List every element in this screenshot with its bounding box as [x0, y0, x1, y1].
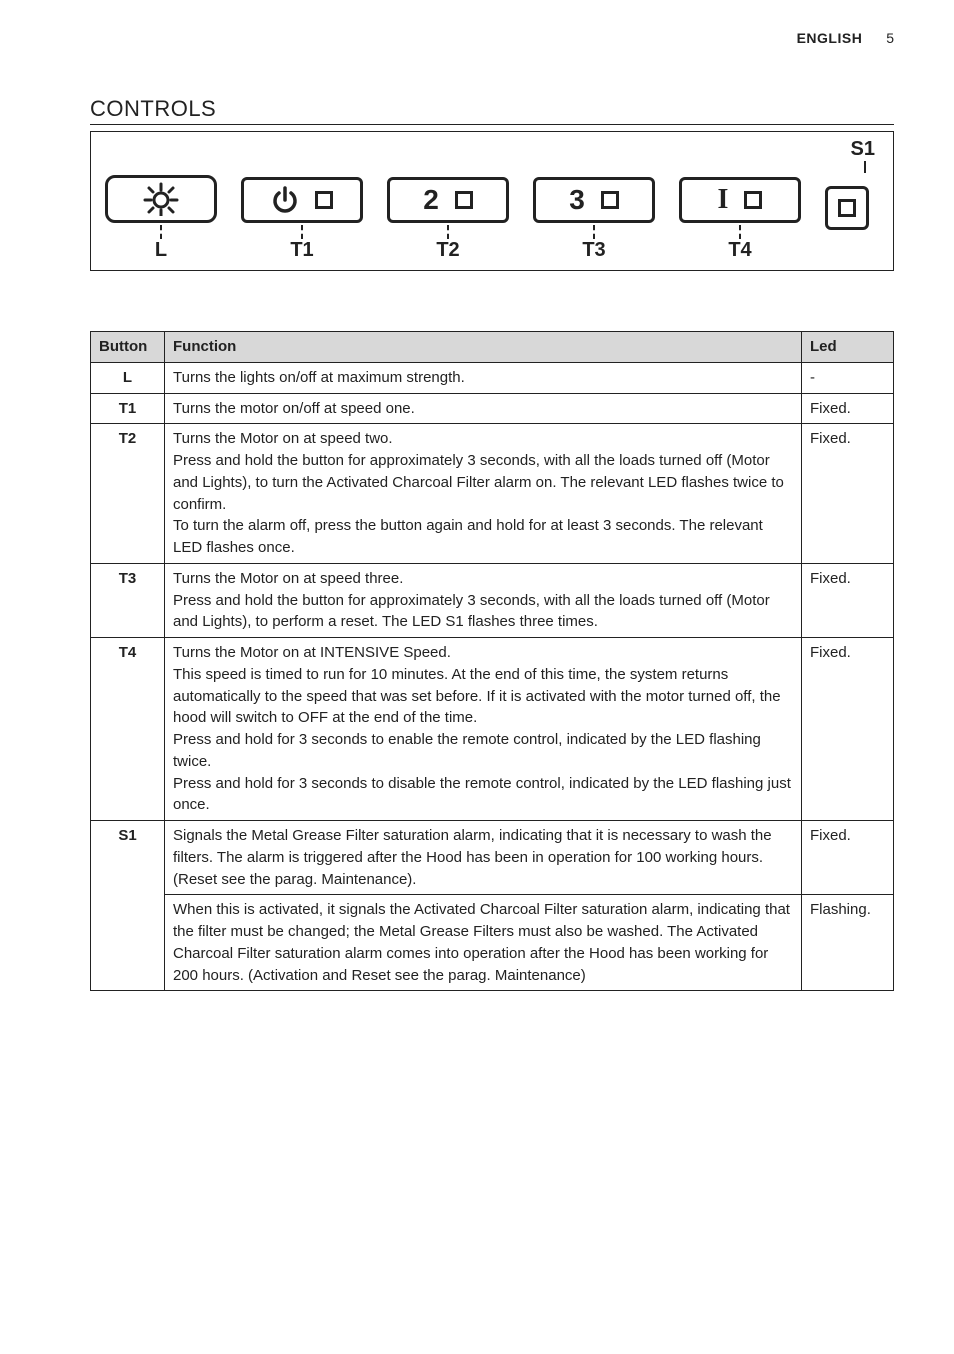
led-icon	[315, 191, 333, 209]
table-row: T2Turns the Motor on at speed two. Press…	[91, 424, 894, 564]
led-S1	[825, 186, 869, 230]
digit-2: 2	[423, 186, 439, 214]
cell-button: S1	[91, 821, 165, 991]
cell-function: Signals the Metal Grease Filter saturati…	[165, 821, 802, 895]
language-label: ENGLISH	[797, 30, 863, 46]
cell-led: -	[802, 362, 894, 393]
button-T2[interactable]: 2	[387, 177, 509, 223]
button-group-T4: I T4	[679, 177, 801, 262]
cell-function: Turns the Motor on at speed three. Press…	[165, 563, 802, 637]
cell-function: Turns the Motor on at INTENSIVE Speed. T…	[165, 638, 802, 821]
led-icon	[838, 199, 856, 217]
digit-3: 3	[569, 186, 585, 214]
led-icon	[455, 191, 473, 209]
button-label-T3: T3	[582, 239, 605, 262]
led-group-S1	[825, 186, 869, 230]
power-icon	[271, 186, 299, 214]
cell-led: Flashing.	[802, 895, 894, 991]
cell-function: Turns the lights on/off at maximum stren…	[165, 362, 802, 393]
section-title: CONTROLS	[90, 96, 894, 125]
led-icon	[601, 191, 619, 209]
cell-button: T2	[91, 424, 165, 564]
controls-diagram: S1	[90, 131, 894, 271]
cell-button: T1	[91, 393, 165, 424]
header-button: Button	[91, 332, 165, 363]
button-group-T3: 3 T3	[533, 177, 655, 262]
cell-button: T4	[91, 638, 165, 821]
button-group-L: L	[105, 175, 217, 262]
page: ENGLISH 5 CONTROLS S1	[0, 0, 954, 1031]
button-label-L: L	[155, 239, 167, 262]
cell-led: Fixed.	[802, 393, 894, 424]
button-label-T4: T4	[728, 239, 751, 262]
cell-button: T3	[91, 563, 165, 637]
header-led: Led	[802, 332, 894, 363]
cell-led: Fixed.	[802, 424, 894, 564]
table-row: T3Turns the Motor on at speed three. Pre…	[91, 563, 894, 637]
cell-function: Turns the motor on/off at speed one.	[165, 393, 802, 424]
light-icon	[141, 182, 181, 216]
table-row: LTurns the lights on/off at maximum stre…	[91, 362, 894, 393]
header-function: Function	[165, 332, 802, 363]
page-number: 5	[886, 30, 894, 46]
table-row: When this is activated, it signals the A…	[91, 895, 894, 991]
s1-label-group: S1	[851, 138, 879, 175]
table-row: T1Turns the motor on/off at speed one.Fi…	[91, 393, 894, 424]
cell-button: L	[91, 362, 165, 393]
page-header: ENGLISH 5	[90, 30, 894, 46]
table-row: T4Turns the Motor on at INTENSIVE Speed.…	[91, 638, 894, 821]
table-row: S1Signals the Metal Grease Filter satura…	[91, 821, 894, 895]
digit-I: I	[718, 186, 729, 214]
table-header-row: Button Function Led	[91, 332, 894, 363]
button-group-T2: 2 T2	[387, 177, 509, 262]
pointer	[160, 225, 162, 239]
button-L[interactable]	[105, 175, 217, 223]
s1-pointer	[864, 161, 866, 173]
pointer	[739, 225, 741, 239]
cell-function: Turns the Motor on at speed two. Press a…	[165, 424, 802, 564]
function-table: Button Function Led LTurns the lights on…	[90, 331, 894, 991]
cell-function: When this is activated, it signals the A…	[165, 895, 802, 991]
s1-label: S1	[851, 138, 875, 161]
button-label-T2: T2	[436, 239, 459, 262]
pointer	[447, 225, 449, 239]
cell-led: Fixed.	[802, 563, 894, 637]
button-T1[interactable]	[241, 177, 363, 223]
button-group-T1: T1	[241, 177, 363, 262]
button-label-T1: T1	[290, 239, 313, 262]
cell-led: Fixed.	[802, 821, 894, 895]
pointer	[593, 225, 595, 239]
button-T3[interactable]: 3	[533, 177, 655, 223]
led-icon	[744, 191, 762, 209]
function-table-body: LTurns the lights on/off at maximum stre…	[91, 362, 894, 991]
cell-led: Fixed.	[802, 638, 894, 821]
button-T4[interactable]: I	[679, 177, 801, 223]
pointer	[301, 225, 303, 239]
